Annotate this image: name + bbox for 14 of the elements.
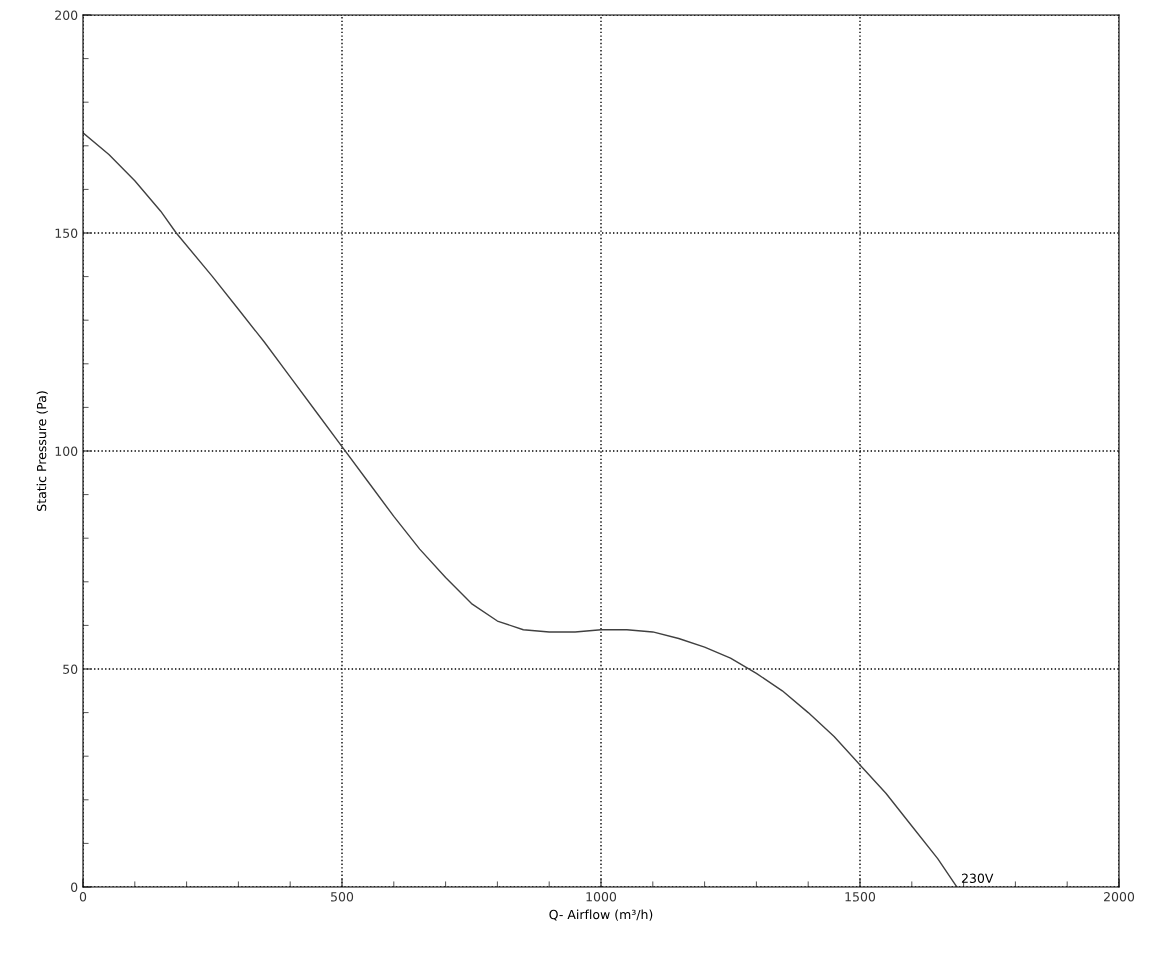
x-tick-label: 1000 [586, 892, 617, 902]
annotation: 230V [961, 873, 994, 884]
y-tick-label: 200 [55, 10, 78, 20]
y-tick-label: 150 [55, 228, 78, 238]
x-tick-label: 0 [79, 892, 87, 902]
x-tick-label: 500 [331, 892, 354, 902]
x-tick-label: 1500 [845, 892, 876, 902]
y-tick-label: 100 [55, 446, 78, 456]
line-series [83, 132, 958, 887]
x-tick-label: 2000 [1104, 892, 1135, 902]
x-axis-title: Q- Airflow (m³/h) [549, 909, 653, 921]
y-axis-title: Static Pressure (Pa) [36, 391, 48, 511]
y-tick-label: 50 [63, 664, 78, 674]
y-tick-label: 0 [71, 882, 78, 892]
